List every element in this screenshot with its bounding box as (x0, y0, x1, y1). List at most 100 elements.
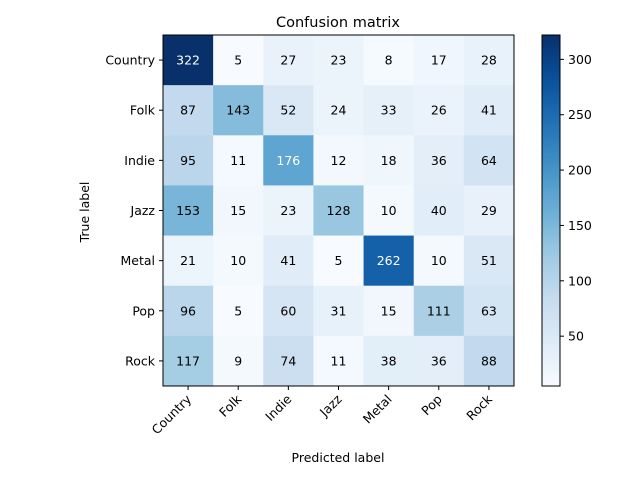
cell-value-label: 128 (327, 203, 351, 218)
cell-value-label: 153 (176, 203, 200, 218)
cell-rock-indie (263, 335, 315, 387)
cell-value-label: 23 (280, 203, 296, 218)
cell-value-label: 15 (381, 303, 397, 318)
cell-value-label: 176 (276, 153, 300, 168)
cell-value-label: 10 (381, 203, 397, 218)
x-tick-label-country: Country (148, 391, 194, 437)
cell-pop-country (163, 285, 214, 337)
y-tick-label-metal: Metal (120, 253, 155, 268)
colorbar-tick-label: 100 (568, 273, 592, 288)
cell-country-folk (213, 35, 264, 86)
x-axis-label: Predicted label (292, 450, 385, 465)
heatmap-cells (163, 35, 515, 387)
cell-value-label: 26 (431, 103, 447, 118)
cell-rock-folk (213, 335, 264, 387)
cell-value-label: 33 (381, 103, 397, 118)
cell-metal-jazz (313, 235, 365, 287)
cell-jazz-metal (363, 185, 415, 237)
cell-metal-country (163, 235, 214, 287)
cell-value-label: 29 (481, 203, 497, 218)
cell-value-label: 24 (331, 103, 347, 118)
cell-value-label: 63 (481, 303, 497, 318)
cell-pop-metal (363, 285, 415, 337)
cell-indie-jazz (313, 135, 365, 187)
cell-folk-rock (463, 85, 515, 136)
cell-country-metal (363, 35, 415, 86)
cell-rock-jazz (313, 335, 365, 387)
cell-folk-country (163, 85, 214, 136)
cell-value-label: 41 (280, 253, 296, 268)
cell-country-pop (413, 35, 465, 86)
cell-value-label: 74 (280, 353, 296, 368)
cell-jazz-indie (263, 185, 315, 237)
y-axis-label: True label (77, 182, 92, 244)
cell-indie-folk (213, 135, 264, 187)
cell-rock-pop (413, 335, 465, 387)
colorbar-tick-label: 150 (568, 218, 592, 233)
cell-indie-metal (363, 135, 415, 187)
cell-jazz-jazz (313, 185, 365, 237)
cell-value-label: 15 (230, 203, 246, 218)
cell-metal-rock (463, 235, 515, 287)
y-tick-label-pop: Pop (132, 303, 155, 318)
cell-pop-pop (413, 285, 465, 337)
cell-indie-country (163, 135, 214, 187)
cell-value-label: 38 (381, 353, 397, 368)
colorbar-ticks: 50 100 150 200 250 300 (560, 52, 592, 344)
y-tick-label-folk: Folk (130, 103, 156, 118)
cell-value-label: 64 (481, 153, 497, 168)
x-axis-ticks: Country Folk Indie Jazz Metal Pop Rock (148, 385, 496, 437)
x-tick-label-jazz: Jazz (316, 391, 345, 420)
cell-jazz-folk (213, 185, 264, 237)
cell-value-label: 87 (180, 103, 196, 118)
cell-pop-indie (263, 285, 315, 337)
cell-jazz-pop (413, 185, 465, 237)
cell-country-rock (463, 35, 515, 86)
y-tick-label-rock: Rock (125, 353, 156, 368)
cell-value-label: 21 (180, 253, 196, 268)
colorbar (541, 34, 561, 387)
cell-value-label: 143 (226, 103, 250, 118)
chart-title: Confusion matrix (276, 15, 400, 31)
cell-value-label: 10 (230, 253, 246, 268)
cell-value-label: 23 (331, 53, 347, 68)
cell-value-label: 60 (280, 303, 296, 318)
cell-value-label: 31 (331, 303, 347, 318)
x-tick-label-pop: Pop (418, 391, 445, 418)
cell-rock-country (163, 335, 214, 387)
colorbar-tick-label: 50 (568, 329, 584, 344)
cell-value-label: 262 (377, 253, 401, 268)
cell-value-label: 111 (427, 303, 451, 318)
cell-value-label: 8 (385, 53, 393, 68)
x-tick-label-folk: Folk (216, 391, 245, 420)
cell-metal-folk (213, 235, 264, 287)
cell-value-label: 12 (331, 153, 347, 168)
cell-jazz-rock (463, 185, 515, 237)
cell-metal-pop (413, 235, 465, 287)
cell-value-label: 117 (176, 353, 200, 368)
colorbar-tick-label: 200 (568, 163, 592, 178)
cell-value-label: 96 (180, 303, 196, 318)
cell-value-label: 36 (431, 153, 447, 168)
cell-value-label: 5 (234, 303, 242, 318)
colorbar-tick-label: 300 (568, 52, 592, 67)
cell-value-label: 322 (176, 53, 200, 68)
cell-metal-indie (263, 235, 315, 287)
cell-country-jazz (313, 35, 365, 86)
y-axis-ticks: Country Folk Indie Jazz Metal Pop Rock (105, 53, 163, 368)
cell-value-label: 5 (234, 53, 242, 68)
cell-value-label: 40 (431, 203, 447, 218)
cell-value-label: 51 (481, 253, 497, 268)
cell-metal-metal (363, 235, 415, 287)
cell-value-label: 41 (481, 103, 497, 118)
x-tick-label-metal: Metal (360, 391, 395, 426)
y-tick-label-jazz: Jazz (130, 203, 156, 218)
cell-pop-jazz (313, 285, 365, 337)
cell-folk-folk (213, 85, 264, 136)
cell-value-label: 11 (331, 353, 347, 368)
cell-value-label: 36 (431, 353, 447, 368)
cell-pop-rock (463, 285, 515, 337)
cell-folk-pop (413, 85, 465, 136)
